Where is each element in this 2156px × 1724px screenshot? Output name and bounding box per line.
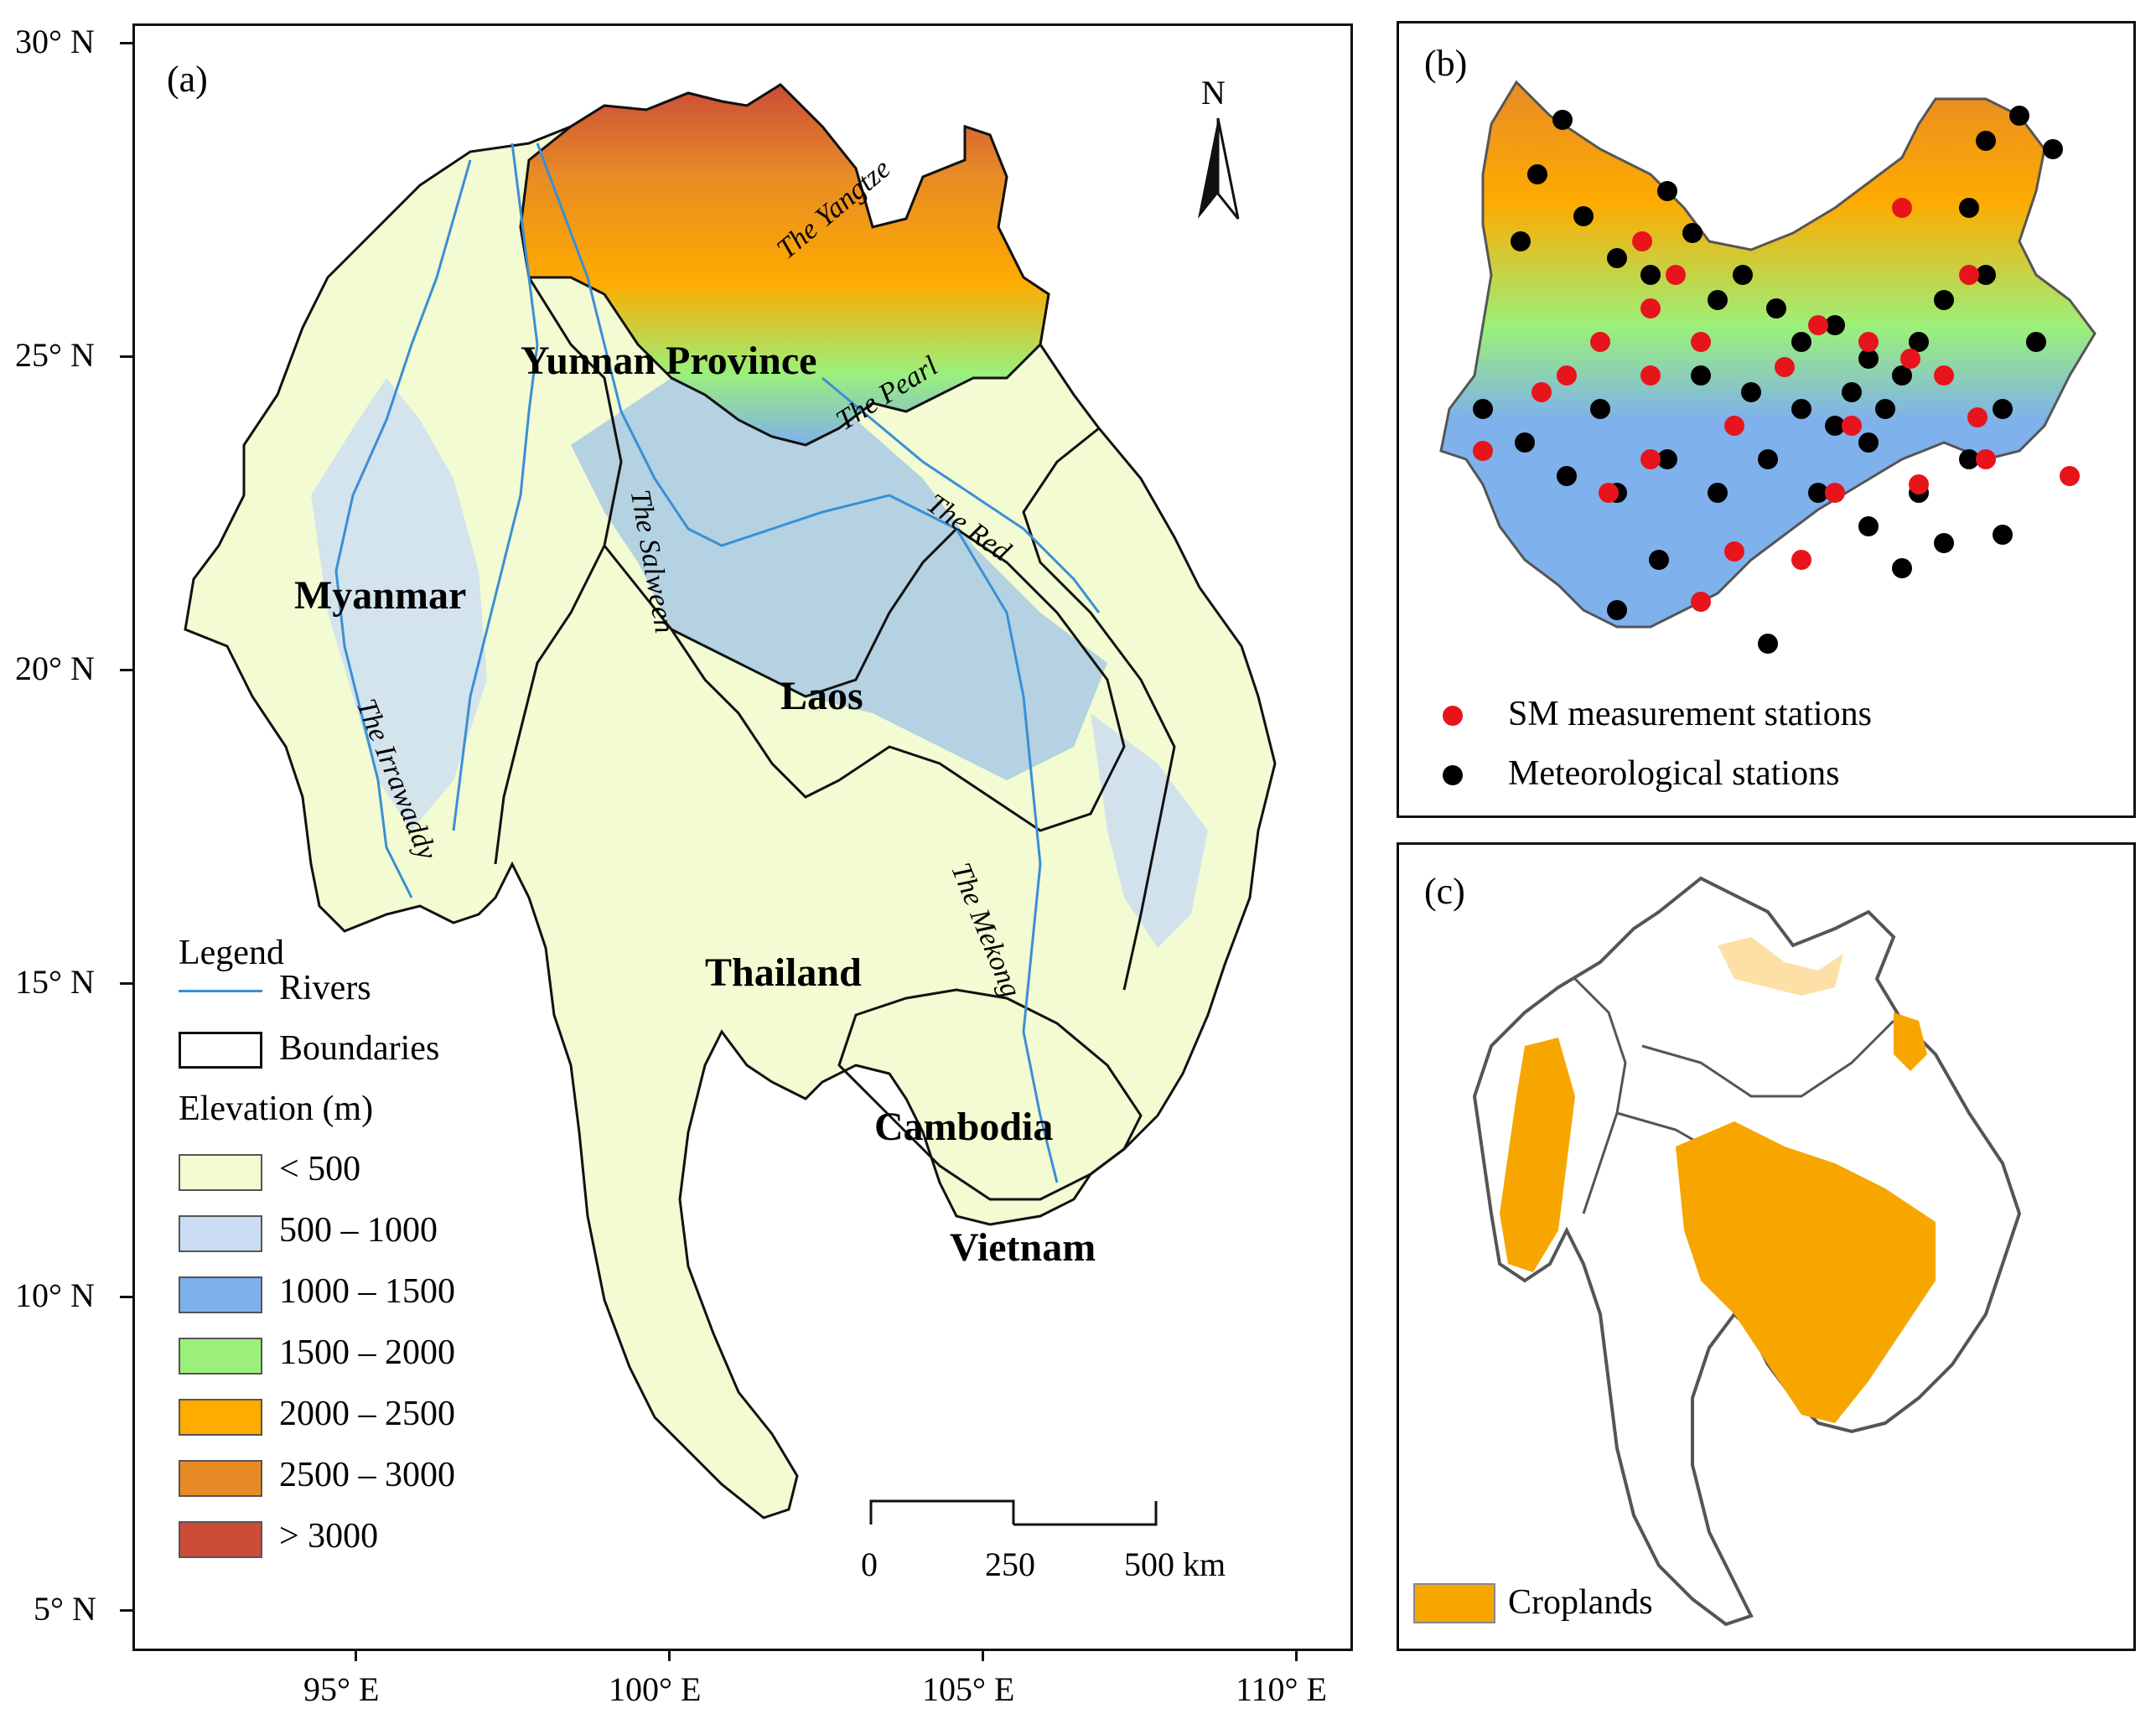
- country-label-myanmar: Myanmar: [294, 573, 467, 618]
- panel-c-map-graphic: [1413, 876, 2022, 1627]
- country-label-vietnam: Vietnam: [950, 1225, 1096, 1270]
- legend-elev-swatch-5: [179, 1460, 262, 1497]
- elevation-blue-central: [571, 378, 1107, 780]
- legend-elev-label-6: > 3000: [279, 1517, 379, 1556]
- panel-c-croplands-map: (c) Croplands: [1397, 842, 2136, 1651]
- country-label-cambodia: Cambodia: [874, 1105, 1054, 1149]
- legend-sm-label: SM measurement stations: [1508, 695, 1872, 733]
- legend-elevation-title: Elevation (m): [179, 1090, 374, 1128]
- legend-sm-marker: [1443, 706, 1463, 726]
- legend-elev-label-4: 2000 – 2500: [279, 1395, 455, 1433]
- lat-label-15: 15° N: [15, 963, 95, 1001]
- legend-title: Legend: [179, 934, 284, 972]
- panel-a-map: (a) N Yunnan Province Myanmar Laos Thail…: [132, 23, 1353, 1651]
- legend-elev-label-3: 1500 – 2000: [279, 1333, 455, 1372]
- boundary-laos: [603, 527, 1126, 832]
- river-irrawaddy: [334, 159, 472, 898]
- legend-croplands-label: Croplands: [1508, 1583, 1653, 1622]
- country-label-thailand: Thailand: [705, 950, 862, 995]
- country-label-laos: Laos: [780, 674, 863, 718]
- panel-a-map-graphic: [184, 83, 1277, 1526]
- scalebar-graphic: [869, 1499, 1158, 1526]
- panel-b-label: (b): [1424, 43, 1468, 84]
- legend-elev-swatch-3: [179, 1338, 262, 1375]
- legend-met-label: Meteorological stations: [1508, 754, 1840, 793]
- legend-elev-label-5: 2500 – 3000: [279, 1456, 455, 1494]
- scalebar-label-500: 500 km: [1124, 1545, 1226, 1583]
- boundary-cambodia: [837, 988, 1143, 1201]
- legend-elev-label-0: < 500: [279, 1150, 361, 1188]
- scalebar-label-0: 0: [861, 1545, 878, 1583]
- legend-elev-swatch-0: [179, 1154, 262, 1191]
- yunnan-outline-b: [1439, 80, 2096, 629]
- cropland-scatter-north: [1718, 937, 1843, 996]
- scalebar-label-250: 250: [985, 1545, 1035, 1583]
- sm-station-points: [1473, 198, 2080, 612]
- legend-river-line: [179, 990, 262, 992]
- panel-a-label: (a): [167, 59, 208, 100]
- lon-label-100: 100° E: [609, 1670, 702, 1708]
- panel-b-stations-map: (b) SM measurement stations Meteorologic…: [1397, 21, 2136, 818]
- legend-met-marker: [1443, 765, 1463, 785]
- lon-label-110: 110° E: [1236, 1670, 1327, 1708]
- cropland-red-river-delta: [1894, 1012, 1927, 1071]
- cropland-thailand-cambodia: [1676, 1121, 1936, 1423]
- panel-b-map-graphic: [1439, 80, 2096, 785]
- river-mekong: [536, 142, 1059, 1183]
- lat-label-30: 30° N: [15, 23, 95, 60]
- legend-elev-swatch-6: [179, 1521, 262, 1558]
- cropland-myanmar: [1500, 1038, 1575, 1272]
- legend-elev-swatch-1: [179, 1215, 262, 1252]
- country-label-yunnan: Yunnan Province: [521, 339, 817, 383]
- legend-rivers-label: Rivers: [279, 969, 371, 1007]
- panel-c-label: (c): [1424, 871, 1465, 912]
- legend-boundaries-swatch: [179, 1032, 262, 1069]
- boundary-myanmar-thailand: [494, 277, 623, 865]
- legend-croplands-swatch: [1413, 1583, 1495, 1623]
- river-salween: [452, 142, 539, 831]
- north-arrow-icon: [1198, 117, 1240, 220]
- lat-label-5: 5° N: [34, 1590, 96, 1628]
- station-points: [1473, 106, 2080, 654]
- legend-elev-swatch-4: [179, 1399, 262, 1436]
- elevation-blue-east: [1091, 713, 1208, 948]
- legend-boundaries-label: Boundaries: [279, 1029, 440, 1068]
- lon-label-105: 105° E: [922, 1670, 1015, 1708]
- lat-label-10: 10° N: [15, 1276, 95, 1314]
- legend-elev-label-2: 1000 – 1500: [279, 1272, 455, 1311]
- legend-elev-label-1: 500 – 1000: [279, 1211, 438, 1250]
- boundary-vietnam-laos: [1022, 427, 1176, 991]
- legend-elev-swatch-2: [179, 1276, 262, 1313]
- lat-label-20: 20° N: [15, 650, 95, 687]
- north-label: N: [1201, 74, 1226, 111]
- river-red: [821, 376, 1101, 613]
- lon-label-95: 95° E: [303, 1670, 380, 1708]
- yunnan-elevation: [519, 83, 1050, 447]
- lat-label-25: 25° N: [15, 336, 95, 374]
